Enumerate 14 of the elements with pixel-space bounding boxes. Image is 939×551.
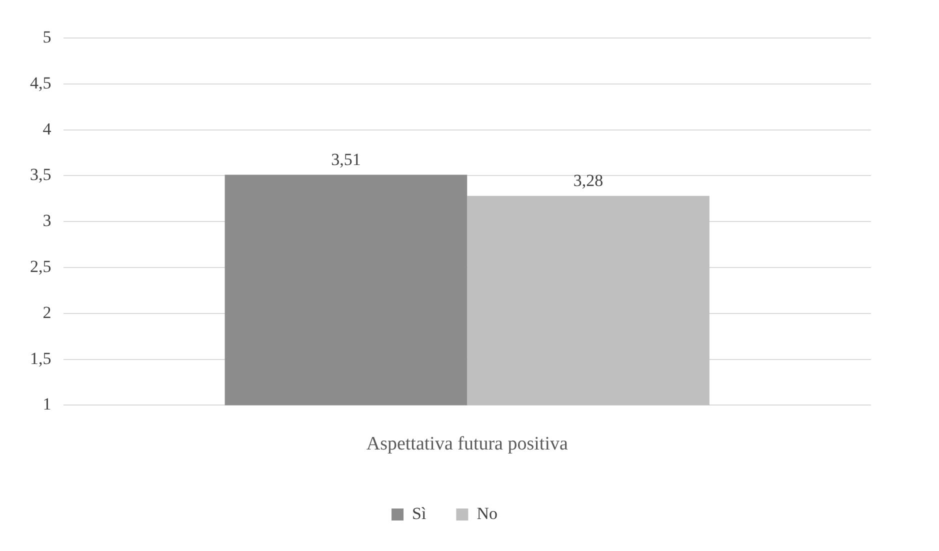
data-label: 3,28 [573,170,604,190]
y-tick-label: 3,5 [30,165,52,184]
y-tick-label: 1,5 [30,348,52,368]
legend-label: No [476,504,498,523]
y-tick-label: 4,5 [30,73,52,92]
y-tick-label: 5 [42,27,52,46]
y-tick-label: 4 [42,119,52,138]
y-tick-label: 2 [42,302,52,322]
data-label: 3,51 [331,150,361,169]
y-tick-label: 3 [42,211,52,230]
y-tick-label: 2,5 [30,256,52,276]
x-tick-label: Aspettativa futura positiva [366,434,568,455]
y-tick-label: 1 [42,394,52,414]
legend-label: Sì [412,504,426,523]
